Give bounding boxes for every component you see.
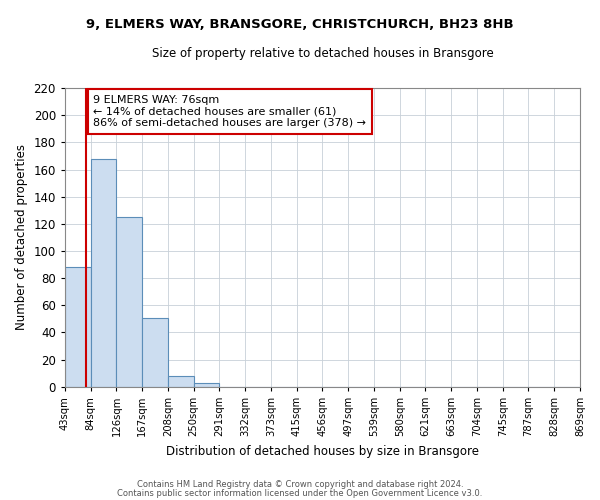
Bar xyxy=(194,382,220,387)
Bar xyxy=(142,318,168,387)
X-axis label: Distribution of detached houses by size in Bransgore: Distribution of detached houses by size … xyxy=(166,444,479,458)
Bar xyxy=(91,158,116,387)
Bar xyxy=(168,376,194,387)
Text: Contains public sector information licensed under the Open Government Licence v3: Contains public sector information licen… xyxy=(118,489,482,498)
Bar xyxy=(65,268,91,387)
Title: Size of property relative to detached houses in Bransgore: Size of property relative to detached ho… xyxy=(152,48,493,60)
Text: Contains HM Land Registry data © Crown copyright and database right 2024.: Contains HM Land Registry data © Crown c… xyxy=(137,480,463,489)
Bar xyxy=(116,217,142,387)
Text: 9 ELMERS WAY: 76sqm
← 14% of detached houses are smaller (61)
86% of semi-detach: 9 ELMERS WAY: 76sqm ← 14% of detached ho… xyxy=(93,95,366,128)
Y-axis label: Number of detached properties: Number of detached properties xyxy=(15,144,28,330)
Text: 9, ELMERS WAY, BRANSGORE, CHRISTCHURCH, BH23 8HB: 9, ELMERS WAY, BRANSGORE, CHRISTCHURCH, … xyxy=(86,18,514,30)
